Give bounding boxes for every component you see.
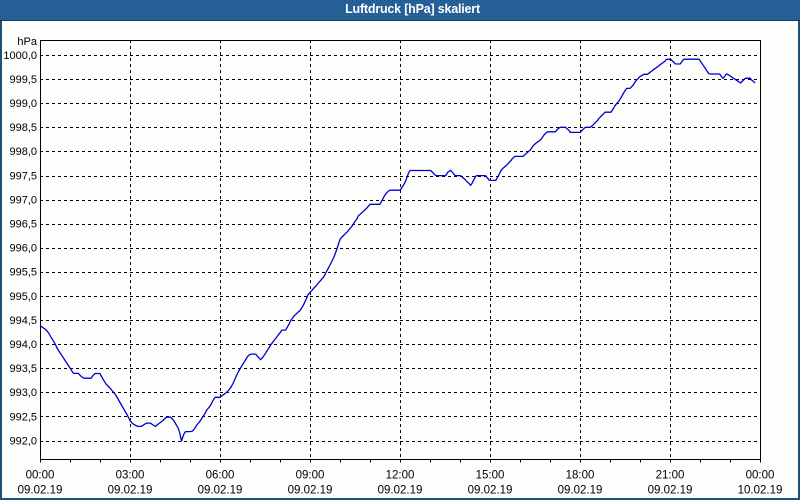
- svg-text:998,0: 998,0: [9, 146, 37, 158]
- svg-text:00:00: 00:00: [26, 470, 55, 482]
- svg-text:998,5: 998,5: [9, 122, 37, 134]
- svg-text:994,5: 994,5: [9, 315, 37, 327]
- svg-text:997,0: 997,0: [9, 194, 37, 206]
- svg-text:10.02.19: 10.02.19: [738, 485, 783, 497]
- svg-text:18:00: 18:00: [566, 470, 595, 482]
- svg-text:992,0: 992,0: [9, 435, 37, 447]
- svg-text:994,0: 994,0: [9, 339, 37, 351]
- svg-text:996,0: 996,0: [9, 243, 37, 255]
- svg-text:09:00: 09:00: [296, 470, 325, 482]
- svg-text:09.02.19: 09.02.19: [378, 485, 423, 497]
- svg-text:1000,0: 1000,0: [3, 50, 37, 62]
- svg-text:12:00: 12:00: [386, 470, 415, 482]
- svg-text:09.02.19: 09.02.19: [198, 485, 243, 497]
- svg-text:00:00: 00:00: [746, 470, 775, 482]
- svg-text:09.02.19: 09.02.19: [288, 485, 333, 497]
- svg-text:03:00: 03:00: [116, 470, 145, 482]
- svg-text:999,5: 999,5: [9, 74, 37, 86]
- svg-text:09.02.19: 09.02.19: [18, 485, 63, 497]
- svg-text:992,5: 992,5: [9, 411, 37, 423]
- svg-text:997,5: 997,5: [9, 170, 37, 182]
- svg-text:06:00: 06:00: [206, 470, 235, 482]
- svg-text:995,5: 995,5: [9, 267, 37, 279]
- svg-text:999,0: 999,0: [9, 98, 37, 110]
- svg-text:09.02.19: 09.02.19: [648, 485, 693, 497]
- svg-text:09.02.19: 09.02.19: [558, 485, 603, 497]
- svg-text:21:00: 21:00: [656, 470, 685, 482]
- svg-text:09.02.19: 09.02.19: [108, 485, 153, 497]
- svg-text:hPa: hPa: [17, 36, 37, 48]
- svg-text:09.02.19: 09.02.19: [468, 485, 513, 497]
- svg-text:995,0: 995,0: [9, 291, 37, 303]
- svg-text:996,5: 996,5: [9, 219, 37, 231]
- svg-text:15:00: 15:00: [476, 470, 505, 482]
- svg-text:993,5: 993,5: [9, 363, 37, 375]
- svg-text:993,0: 993,0: [9, 387, 37, 399]
